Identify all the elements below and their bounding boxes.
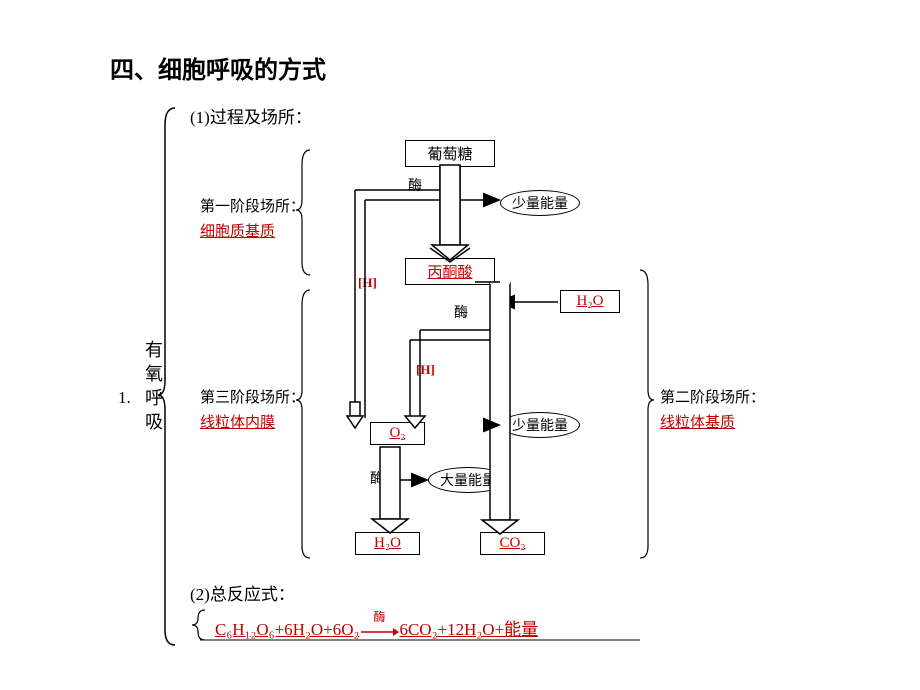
reaction-arrow: 酶 xyxy=(359,620,399,640)
stage1-location: 细胞质基质 xyxy=(200,220,275,241)
node-o2: O₂ xyxy=(370,422,425,445)
node-h2o-out-text: H₂O xyxy=(374,535,401,551)
enzyme-label-3: 酶 xyxy=(370,468,384,488)
main-label-vertical: 有氧呼吸 xyxy=(140,340,166,436)
node-glucose: 葡萄糖 xyxy=(405,140,495,167)
equation-right: 6CO₂+12H₂O+能量 xyxy=(399,620,538,639)
small-energy-2-text: 少量能量 xyxy=(512,415,568,435)
node-h2o-in: H₂O xyxy=(560,290,620,313)
stage3-location: 线粒体内膜 xyxy=(200,411,275,432)
section-2-label: (2)总反应式： xyxy=(190,580,295,605)
large-energy-text: 大量能量 xyxy=(440,470,496,490)
node-pyruvate: 丙酮酸 xyxy=(405,258,495,285)
node-glucose-text: 葡萄糖 xyxy=(427,147,472,163)
reaction-equation: C₆H₁₂O₆+6H₂O+6O₂酶6CO₂+12H₂O+能量 xyxy=(215,615,538,640)
node-small-energy-1: 少量能量 xyxy=(500,190,580,216)
stage3-label: 第三阶段场所： xyxy=(200,386,305,407)
main-number: 1. xyxy=(118,388,131,408)
node-h2o-out: H₂O xyxy=(355,532,420,555)
enzyme-label-1: 酶 xyxy=(408,175,422,195)
node-co2-text: CO₂ xyxy=(499,535,525,551)
small-energy-1-text: 少量能量 xyxy=(512,193,568,213)
h-label-2: [H] xyxy=(416,362,435,378)
node-small-energy-2: 少量能量 xyxy=(500,412,580,438)
equation-enzyme: 酶 xyxy=(373,608,385,625)
page-title: 四、细胞呼吸的方式 xyxy=(110,50,326,85)
node-pyruvate-text: 丙酮酸 xyxy=(427,265,472,281)
diagram-overlay xyxy=(0,0,920,690)
stage2-location: 线粒体基质 xyxy=(660,411,735,432)
stage2-label: 第二阶段场所： xyxy=(660,386,765,407)
enzyme-label-2: 酶 xyxy=(454,302,468,322)
equation-left: C₆H₁₂O₆+6H₂O+6O₂ xyxy=(215,620,359,639)
node-large-energy: 大量能量 xyxy=(428,467,508,493)
node-co2: CO₂ xyxy=(480,532,545,555)
node-h2o-in-text: H₂O xyxy=(577,293,604,309)
node-o2-text: O₂ xyxy=(389,425,405,441)
h-label-1: [H] xyxy=(358,275,377,291)
stage1-label: 第一阶段场所： xyxy=(200,195,305,216)
section-1-label: (1)过程及场所： xyxy=(190,103,312,128)
